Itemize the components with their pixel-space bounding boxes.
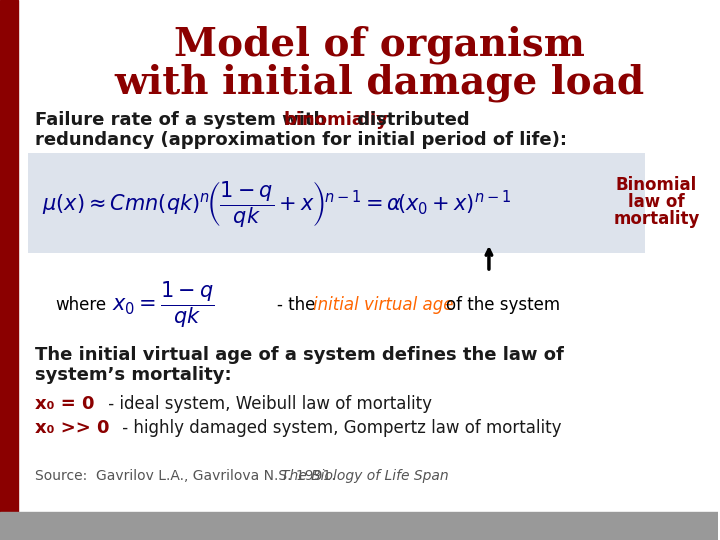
Text: - highly damaged system, Gompertz law of mortality: - highly damaged system, Gompertz law of… bbox=[117, 419, 562, 437]
Text: Source:  Gavrilov L.A., Gavrilova N.S. 1991.: Source: Gavrilov L.A., Gavrilova N.S. 19… bbox=[35, 469, 336, 483]
Text: initial virtual age: initial virtual age bbox=[313, 296, 454, 314]
Bar bbox=[28, 153, 644, 253]
Text: Model of organism: Model of organism bbox=[174, 26, 585, 64]
Text: $x_0 = \dfrac{1-q}{qk}$: $x_0 = \dfrac{1-q}{qk}$ bbox=[112, 280, 215, 330]
Text: law of: law of bbox=[629, 193, 685, 211]
Text: with initial damage load: with initial damage load bbox=[114, 64, 644, 102]
Text: x₀ >> 0: x₀ >> 0 bbox=[35, 419, 109, 437]
Bar bbox=[0, 512, 719, 540]
Text: - the: - the bbox=[277, 296, 316, 314]
Text: redundancy (approximation for initial period of life):: redundancy (approximation for initial pe… bbox=[35, 131, 567, 149]
Text: Failure rate of a system with: Failure rate of a system with bbox=[35, 111, 333, 129]
Text: mortality: mortality bbox=[613, 210, 700, 228]
Text: system’s mortality:: system’s mortality: bbox=[35, 366, 232, 384]
Text: - ideal system, Weibull law of mortality: - ideal system, Weibull law of mortality bbox=[103, 395, 432, 413]
Text: x₀ = 0: x₀ = 0 bbox=[35, 395, 94, 413]
Text: of the system: of the system bbox=[446, 296, 560, 314]
Text: The Biology of Life Span: The Biology of Life Span bbox=[282, 469, 449, 483]
Text: where: where bbox=[55, 296, 106, 314]
Text: Binomial: Binomial bbox=[616, 176, 697, 194]
Text: distributed: distributed bbox=[351, 111, 470, 129]
Text: $\mu(x) \approx Cmn(qk)^n\!\left(\dfrac{1-q}{qk} + x\right)^{\!n-1}= \alpha\!\le: $\mu(x) \approx Cmn(qk)^n\!\left(\dfrac{… bbox=[42, 180, 511, 230]
Text: The initial virtual age of a system defines the law of: The initial virtual age of a system defi… bbox=[35, 346, 564, 364]
Bar bbox=[0, 0, 18, 512]
Text: binomially: binomially bbox=[284, 111, 388, 129]
